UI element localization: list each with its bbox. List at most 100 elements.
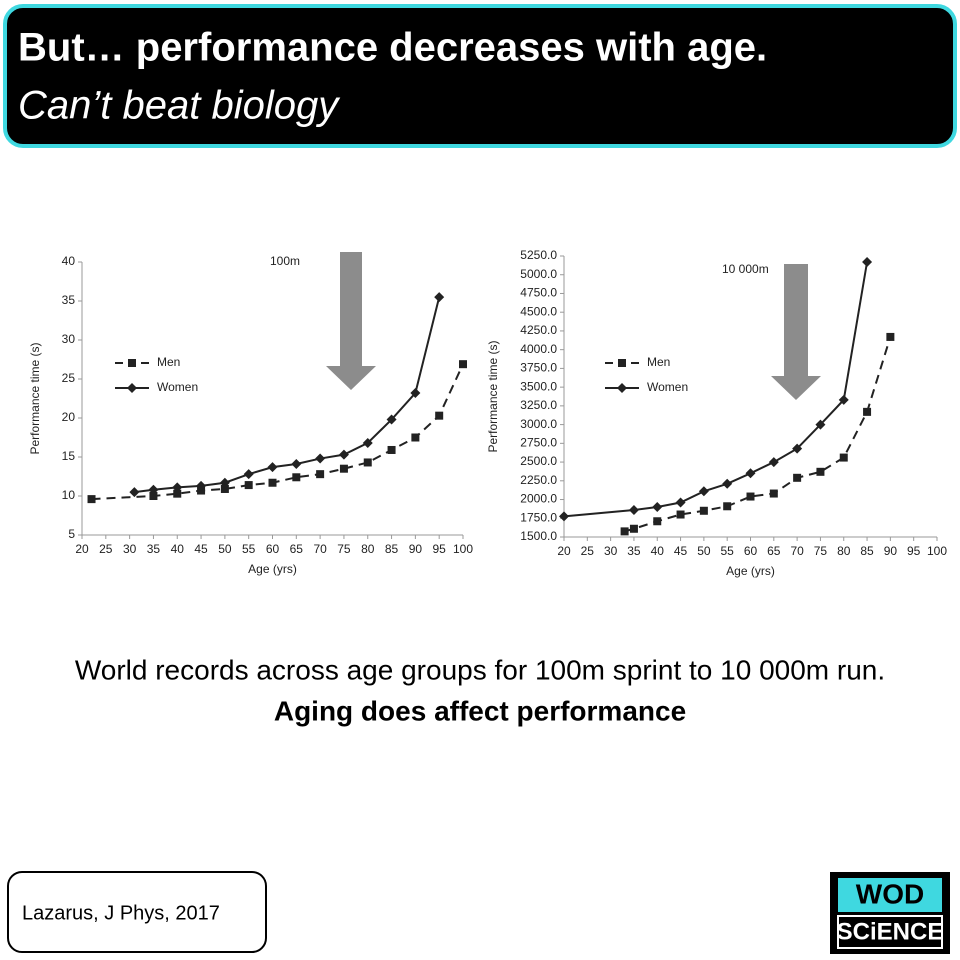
marker <box>127 383 137 393</box>
legend-label: Men <box>647 355 670 369</box>
y-tick-label: 4250.0 <box>520 323 557 337</box>
x-tick-label: 45 <box>194 542 208 556</box>
header-box <box>3 4 957 148</box>
x-tick-label: 75 <box>337 542 351 556</box>
marker <box>793 473 802 482</box>
marker <box>699 506 708 515</box>
y-tick-label: 3750.0 <box>520 361 557 375</box>
x-tick-label: 20 <box>557 544 571 558</box>
caption-line: World records across age groups for 100m… <box>75 654 885 685</box>
marker <box>792 443 803 454</box>
marker <box>459 360 467 369</box>
x-axis-label: Age (yrs) <box>726 564 775 578</box>
x-tick-label: 65 <box>767 544 781 558</box>
x-tick-label: 35 <box>147 542 161 556</box>
y-tick-label: 3500.0 <box>520 379 557 393</box>
x-tick-label: 50 <box>218 542 232 556</box>
x-tick-label: 60 <box>744 544 758 558</box>
marker <box>315 453 326 464</box>
marker <box>863 407 872 416</box>
marker <box>219 477 230 488</box>
marker <box>220 484 229 493</box>
x-tick-label: 25 <box>581 544 595 558</box>
citation: Lazarus, J Phys, 2017 <box>22 902 220 924</box>
marker <box>745 468 756 479</box>
marker <box>435 411 444 420</box>
y-tick-label: 4750.0 <box>520 286 557 300</box>
y-tick-label: 3250.0 <box>520 398 557 412</box>
marker <box>815 419 826 430</box>
y-axis-label: Performance time (s) <box>28 342 42 454</box>
header-title: But… performance decreases with age. <box>18 26 767 70</box>
logo-bottom-box <box>837 915 943 949</box>
x-tick-label: 100 <box>453 542 473 556</box>
marker <box>148 484 159 495</box>
x-tick-label: 75 <box>814 544 828 558</box>
marker <box>172 482 183 493</box>
marker <box>339 464 348 473</box>
x-tick-label: 45 <box>674 544 688 558</box>
marker <box>722 478 733 489</box>
x-tick-label: 95 <box>433 542 447 556</box>
y-tick-label: 2000.0 <box>520 492 557 506</box>
x-tick-label: 40 <box>651 544 665 558</box>
y-tick-label: 5 <box>68 527 75 541</box>
x-tick-label: 80 <box>837 544 851 558</box>
x-tick-label: 50 <box>697 544 711 558</box>
marker <box>620 527 629 536</box>
marker <box>698 486 709 497</box>
marker <box>129 487 140 498</box>
legend-label: Men <box>157 355 180 369</box>
y-tick-label: 2750.0 <box>520 436 557 450</box>
marker <box>769 489 778 498</box>
marker <box>87 495 96 504</box>
marker <box>411 433 420 442</box>
marker <box>886 332 895 341</box>
marker <box>243 469 254 480</box>
marker <box>363 458 372 467</box>
marker <box>838 394 849 405</box>
x-tick-label: 60 <box>266 542 280 556</box>
marker <box>410 388 421 399</box>
marker <box>746 492 755 501</box>
citation-box <box>7 871 267 953</box>
marker <box>268 478 277 487</box>
x-tick-label: 80 <box>361 542 375 556</box>
marker <box>617 383 627 393</box>
marker <box>362 437 373 448</box>
y-tick-label: 25 <box>62 371 76 385</box>
y-tick-label: 10 <box>62 488 76 502</box>
y-axis-label: Performance time (s) <box>486 340 500 452</box>
marker <box>244 481 253 490</box>
marker <box>839 453 848 462</box>
x-tick-label: 65 <box>290 542 304 556</box>
marker <box>628 505 639 516</box>
y-tick-label: 40 <box>62 254 76 268</box>
legend-label: Women <box>647 380 688 394</box>
x-tick-label: 30 <box>123 542 137 556</box>
marker <box>291 459 302 470</box>
caption-emphasis: Aging does affect performance <box>274 695 686 726</box>
x-tick-label: 100 <box>927 544 947 558</box>
marker <box>559 511 569 522</box>
x-tick-label: 90 <box>409 542 423 556</box>
marker <box>768 457 779 468</box>
logo-top: WOD <box>856 878 924 909</box>
y-tick-label: 15 <box>62 449 76 463</box>
marker <box>386 414 397 425</box>
marker <box>816 467 825 476</box>
y-tick-label: 2500.0 <box>520 454 557 468</box>
y-tick-label: 5250.0 <box>520 248 557 262</box>
x-tick-label: 25 <box>99 542 113 556</box>
marker <box>862 256 873 267</box>
x-tick-label: 55 <box>242 542 256 556</box>
x-tick-label: 85 <box>385 542 399 556</box>
logo-top-box <box>838 878 942 912</box>
marker <box>652 502 663 513</box>
x-tick-label: 70 <box>313 542 327 556</box>
x-tick-label: 35 <box>627 544 641 558</box>
marker <box>292 473 301 482</box>
series-line <box>91 363 464 501</box>
marker <box>618 359 626 367</box>
